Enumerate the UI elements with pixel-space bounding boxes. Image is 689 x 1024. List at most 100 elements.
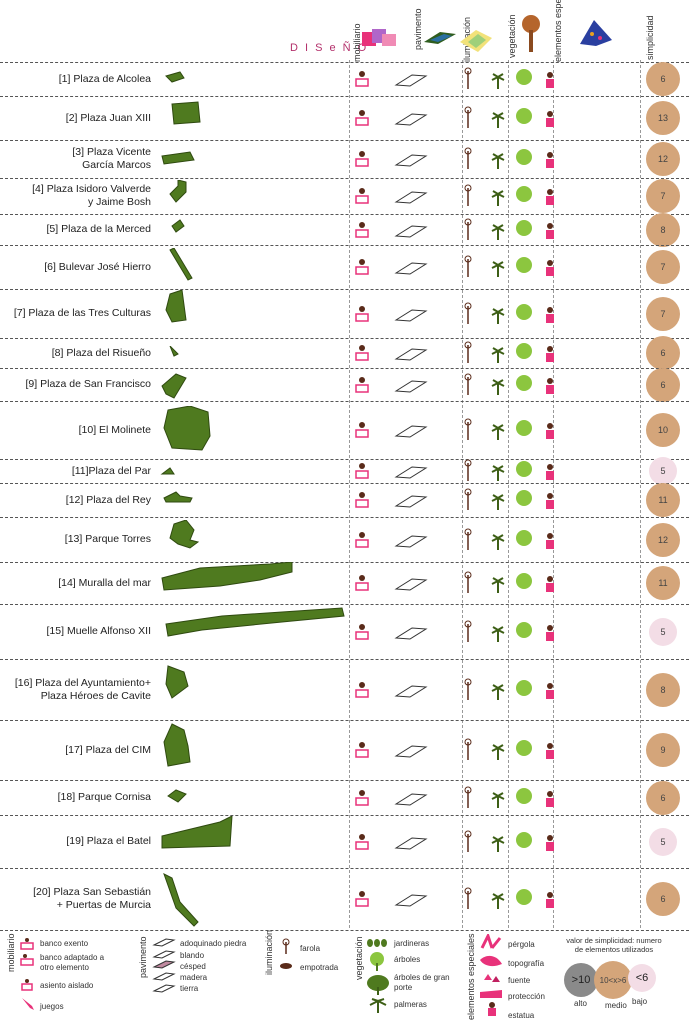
bench-icon [355,898,369,907]
simplicity-score-value: 5 [660,466,666,476]
simplicidad-bajo-circle: <6 [628,964,656,992]
statue-head-icon [547,790,553,797]
bench-icon [355,796,369,806]
row-elements-icons [355,620,554,642]
person-icon [359,110,365,116]
lamp-head-icon [464,887,472,895]
statue-icon [546,267,554,276]
row-separator [0,245,689,246]
lamp-head-icon [464,738,472,746]
person-icon [359,188,365,194]
palm-icon [491,424,505,440]
lamp-head-icon [464,302,472,309]
row-elements-icons [355,488,554,510]
legend-arboles-gran-porte: árboles de gran porte [394,973,450,992]
statue-head-icon [547,152,553,158]
palm-icon [491,533,505,550]
legend-especiales-title: elementos especiales [466,933,476,1020]
statue-head-icon [547,72,553,78]
lamp-head-icon [464,459,472,467]
site-outline [163,406,211,451]
pavement-icon [394,425,428,438]
statue-head-icon [547,377,553,384]
row-separator [0,604,689,605]
statue-head-icon [547,189,553,195]
row-label: [16] Plaza del Ayuntamiento+ Plaza Héroe… [14,676,151,702]
statue-icon [546,583,554,592]
site-outline [169,180,187,203]
legend-blando: blando [180,951,205,960]
statue-icon [546,539,554,549]
pavement-icon [394,578,428,591]
person-icon [359,575,365,581]
especiales-header-icon [580,20,612,46]
palm-icon [491,378,505,395]
row-label: [20] Plaza San Sebastián + Puertas de Mu… [33,886,151,911]
row-separator [0,96,689,97]
site-plan-shape [171,101,201,125]
row-label: [10] El Molinete [78,423,151,436]
row-label: [2] Plaza Juan XIII [65,111,151,124]
lamp-head-icon [464,255,472,263]
row-elements-icons [355,786,554,808]
tree-icon [516,787,532,804]
statue-icon [546,196,554,205]
row-separator [0,214,689,215]
person-icon [359,789,365,796]
row-separator [0,338,689,339]
bench-icon [355,749,369,758]
farola-empotrada-icons [280,938,292,969]
simplicidad-medio-value: 10<x>6 [599,975,627,985]
statue-head-icon [547,892,553,898]
palm-icon [491,223,505,240]
legend-madera: madera [180,973,208,982]
row-elements-icons [355,67,554,89]
row-label: [5] Plaza de la Merced [46,223,151,235]
statue-icon [546,689,554,699]
row-label: [13] Parque Torres [64,533,151,545]
statue-icon [546,353,554,362]
row-separator [0,368,689,369]
palm-icon [491,112,505,128]
person-icon [359,422,365,428]
simplicity-score-value: 7 [660,262,666,272]
legend-palmeras: palmeras [394,1000,427,1009]
row-elements-icons [355,106,554,128]
legend-vegetacion-title: vegetación [354,936,364,980]
statue-head-icon [547,624,553,631]
row-separator [0,140,689,141]
statue-head-icon [547,576,553,582]
statue-head-icon [547,493,553,499]
site-plan-shape [163,491,193,503]
column-divider [640,60,641,928]
col-header-especiales: elementos especiales [553,0,563,62]
simplicity-score-value: 6 [660,792,666,803]
row-label: [17] Plaza del CIM [65,743,151,756]
column-divider [349,60,350,928]
simplicity-score-circle: 13 [646,101,680,135]
row-elements-icons [355,373,554,395]
bench-icon [355,383,369,393]
row-elements-icons [355,678,554,700]
bench-icon [355,117,369,126]
lamp-head-icon [464,341,472,349]
statue-head-icon [547,346,553,352]
lamp-head-icon [464,678,472,685]
iluminacion-header-icon [460,30,492,52]
simplicity-score-circle: 5 [649,617,677,646]
person-icon [359,833,365,840]
site-outline [169,346,179,357]
simplicity-score-circle: 6 [646,336,680,370]
lamp-head-icon [464,67,472,75]
legend-banco-adaptado: banco adaptado a otro elemento [40,953,105,972]
tree-icon [516,69,532,85]
simplicity-score-value: 11 [658,578,668,588]
col-header-simplicidad: simplicidad [645,15,655,60]
site-outline [165,665,189,699]
statue-icon [546,841,554,851]
row-elements-icons [355,571,554,593]
row-elements-icons [355,184,554,206]
palm-icon [491,190,505,206]
site-outline [161,562,293,591]
